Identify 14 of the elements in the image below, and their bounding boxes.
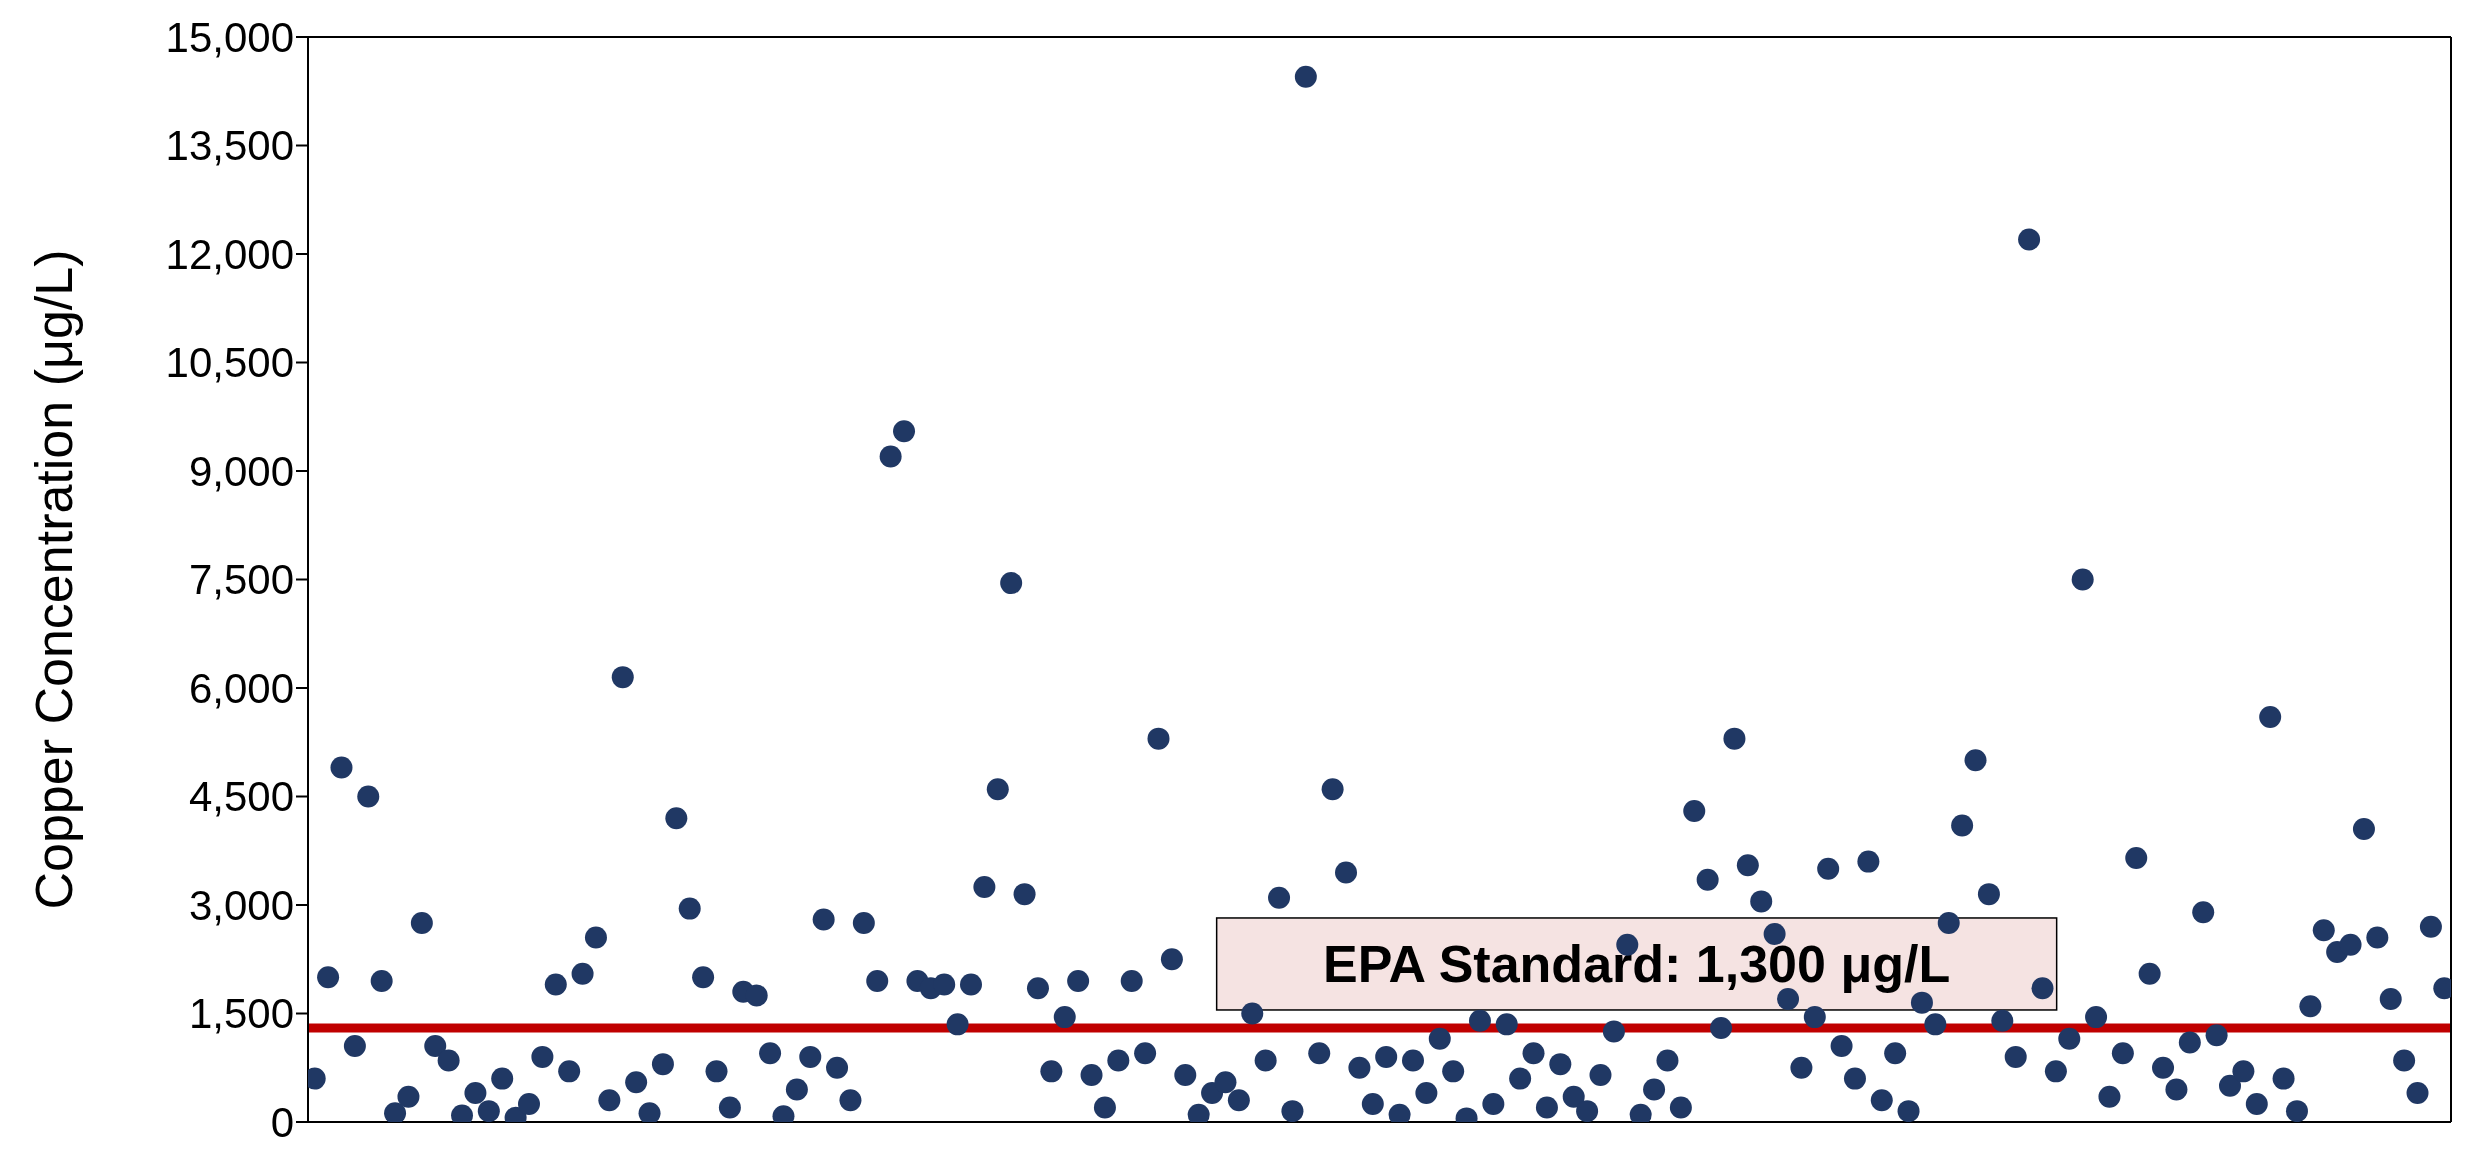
y-tick-label: 1,500 <box>188 990 294 1038</box>
y-tick-label: 4,500 <box>188 773 294 821</box>
y-tick-label: 10,500 <box>165 339 294 387</box>
standard-label-box: EPA Standard: 1,300 μg/L <box>1215 917 2058 1011</box>
y-tick-label: 13,500 <box>165 122 294 170</box>
y-axis-title: Copper Concentration (μg/L) <box>25 249 84 910</box>
y-tick-label: 7,500 <box>188 556 294 604</box>
ref-line-label: EPA Standard: 1,300 μg/L <box>1323 934 1951 993</box>
y-tick-label: 9,000 <box>188 447 294 495</box>
y-tick-label: 6,000 <box>188 664 294 712</box>
y-tick-label: 3,000 <box>188 881 294 929</box>
y-tick-label: 0 <box>270 1098 294 1146</box>
y-tick-label: 15,000 <box>165 13 294 61</box>
y-tick-label: 12,000 <box>165 230 294 278</box>
